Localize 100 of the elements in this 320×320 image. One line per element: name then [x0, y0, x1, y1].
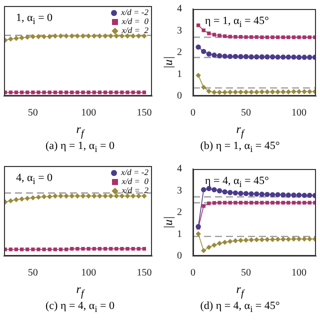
point [216, 53, 222, 58]
point [254, 191, 260, 197]
point [276, 35, 280, 40]
point [202, 204, 206, 208]
point [120, 90, 124, 94]
point [119, 33, 125, 39]
point [86, 246, 90, 251]
text: (c) η = 4, α$_{i}$ = 0 [44, 300, 116, 314]
point [276, 200, 280, 205]
point [103, 90, 108, 94]
point [228, 200, 232, 205]
point [196, 23, 200, 28]
point [70, 90, 74, 94]
point [212, 52, 217, 58]
point [228, 89, 233, 95]
point [201, 48, 206, 54]
point [238, 35, 243, 39]
point [218, 34, 222, 38]
y-axis-title: |u| [160, 56, 176, 69]
point [114, 33, 119, 39]
point [92, 90, 96, 94]
point [249, 35, 254, 39]
point [264, 89, 270, 94]
point [270, 54, 276, 60]
point [52, 193, 58, 199]
y-tick-label: 0 [177, 90, 182, 102]
y-tick-label: 1 [177, 228, 182, 240]
point [292, 200, 296, 205]
point [264, 192, 270, 198]
point [58, 90, 63, 94]
point [232, 54, 238, 60]
point [265, 200, 270, 205]
point [275, 89, 280, 94]
point [254, 89, 260, 95]
point [280, 192, 286, 198]
point [270, 192, 276, 198]
point [36, 248, 40, 252]
point [228, 54, 233, 60]
point [296, 192, 302, 198]
point [254, 237, 260, 242]
point [254, 200, 258, 205]
point [98, 246, 102, 251]
point [270, 35, 274, 40]
point [265, 35, 270, 40]
point [36, 90, 40, 94]
x-tick-label: 100 [81, 108, 96, 119]
x-tick-label: 50 [28, 268, 38, 279]
text: (d) η = 4, α$_{i}$ = 45° [199, 300, 281, 314]
point [286, 54, 292, 60]
point [218, 200, 222, 205]
point [41, 34, 47, 40]
point [291, 192, 296, 198]
point [92, 33, 97, 39]
point [216, 240, 222, 246]
point [244, 35, 248, 39]
point [8, 36, 14, 42]
point [259, 192, 265, 197]
point [297, 200, 301, 205]
y-tick-label: 2 [177, 47, 182, 58]
point [296, 236, 302, 242]
point [86, 33, 92, 39]
point [248, 191, 254, 196]
point [297, 35, 301, 40]
y-axis-title: |u| [160, 216, 176, 229]
point [260, 35, 264, 40]
point [142, 246, 146, 251]
point [206, 51, 212, 57]
point [76, 90, 80, 94]
point [108, 246, 113, 251]
point [286, 200, 290, 205]
point [136, 193, 142, 199]
point [270, 200, 274, 205]
point [212, 32, 216, 37]
point [228, 34, 232, 38]
point [98, 90, 102, 94]
point [291, 236, 296, 242]
point [131, 246, 135, 251]
point [206, 244, 212, 250]
point [130, 193, 136, 199]
point [92, 193, 97, 199]
point [70, 246, 74, 251]
point [53, 90, 58, 94]
point [69, 193, 74, 199]
point [97, 193, 102, 199]
point [302, 200, 306, 205]
legend-label: x/d = 0 [122, 16, 148, 26]
point [48, 248, 52, 252]
point [222, 90, 228, 95]
point [248, 89, 254, 95]
annotation: η = 1, α$_{i}$ = 45° [205, 15, 269, 30]
point [103, 246, 108, 251]
point [86, 90, 90, 94]
point [142, 193, 147, 199]
point [31, 248, 35, 252]
point [307, 54, 312, 60]
point [97, 33, 102, 39]
point [41, 194, 47, 200]
point [212, 187, 217, 192]
y-tick-label: 4 [177, 164, 182, 175]
point [302, 192, 307, 198]
